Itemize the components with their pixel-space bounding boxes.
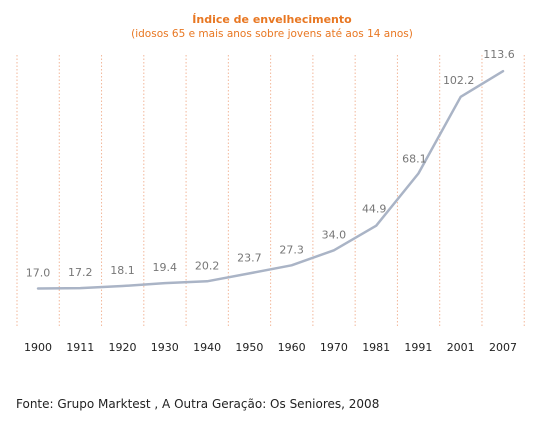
data-label: 23.7 <box>237 251 262 264</box>
data-label: 44.9 <box>362 203 387 216</box>
x-tick-label: 1900 <box>24 341 52 354</box>
data-label: 20.2 <box>195 259 220 272</box>
x-tick-label: 1960 <box>278 341 306 354</box>
series-line <box>36 69 505 290</box>
data-label: 27.3 <box>279 243 304 256</box>
x-tick-label: 1940 <box>193 341 221 354</box>
series-line-layer <box>36 69 505 290</box>
data-label: 102.2 <box>443 74 475 87</box>
chart-subtitle: (idosos 65 e mais anos sobre jovens até … <box>131 28 413 40</box>
data-label: 17.2 <box>68 266 93 279</box>
data-label: 68.1 <box>402 153 427 166</box>
x-tick-label: 1930 <box>151 341 179 354</box>
data-label: 19.4 <box>153 261 178 274</box>
source-note: Fonte: Grupo Marktest , A Outra Geração:… <box>16 397 380 411</box>
data-label: 113.6 <box>483 48 515 61</box>
data-labels: 17.0 17.2 18.1 19.4 20.2 23.7 27.3 34.0 44.9 68.1… <box>26 48 515 279</box>
x-tick-label: 1981 <box>362 341 390 354</box>
x-tick-label: 1970 <box>320 341 348 354</box>
x-tick-label: 1950 <box>235 341 263 354</box>
data-label: 34.0 <box>322 228 347 241</box>
x-tick-label: 1920 <box>109 341 137 354</box>
data-label: 18.1 <box>110 264 135 277</box>
x-tick-label: 2007 <box>489 341 517 354</box>
data-label: 17.0 <box>26 267 51 280</box>
x-tick-label: 2001 <box>447 341 475 354</box>
chart-title: Índice de envelhecimento <box>192 13 352 26</box>
x-tick-label: 1911 <box>66 341 94 354</box>
grid-lines <box>16 55 525 327</box>
x-tick-label: 1991 <box>404 341 432 354</box>
x-axis-ticks: 1900 1911 1920 1930 1940 1950 1960 1970 1981 1991… <box>24 341 517 354</box>
